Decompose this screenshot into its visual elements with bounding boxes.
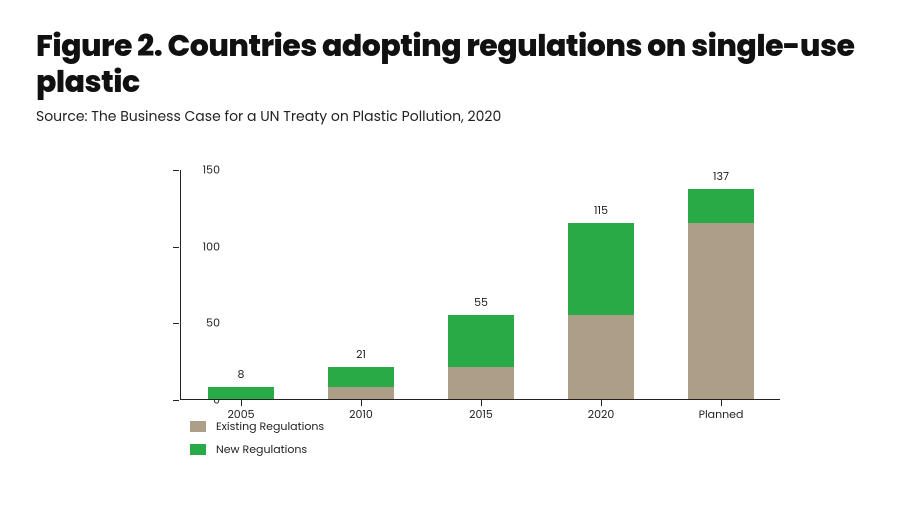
chart-subtitle: Source: The Business Case for a UN Treat… — [36, 106, 870, 127]
bar-group: 8 — [208, 387, 274, 399]
chart-title: Figure 2. Countries adopting regulations… — [36, 28, 870, 100]
plot-area: 050100150200582010212015552020115Planned… — [180, 170, 780, 400]
legend-item-new: New Regulations — [190, 441, 324, 458]
chart-container: 050100150200582010212015552020115Planned… — [130, 160, 790, 450]
bar-total-label: 21 — [356, 346, 366, 363]
y-tick — [173, 400, 179, 401]
y-tick-label: 50 — [180, 315, 220, 332]
bar-group: 137 — [688, 189, 754, 399]
y-tick — [173, 247, 179, 248]
y-tick-label: 100 — [180, 238, 220, 255]
y-tick-label: 150 — [180, 162, 220, 179]
legend-label-new: New Regulations — [216, 441, 307, 458]
bar-group: 55 — [448, 315, 514, 399]
legend-label-existing: Existing Regulations — [216, 418, 324, 435]
legend: Existing Regulations New Regulations — [190, 418, 324, 464]
bar-total-label: 55 — [474, 294, 488, 311]
bar-segment-new — [448, 315, 514, 367]
bar-segment-existing — [328, 387, 394, 399]
bar-segment-existing — [448, 367, 514, 399]
bar-segment-new — [568, 223, 634, 315]
bar-total-label: 115 — [594, 202, 608, 219]
x-tick-label: 2020 — [588, 406, 614, 423]
bar-total-label: 8 — [238, 366, 245, 383]
x-tick-label: Planned — [699, 406, 744, 423]
bar-group: 21 — [328, 367, 394, 399]
bar-segment-new — [208, 387, 274, 399]
bar-segment-existing — [568, 315, 634, 399]
legend-item-existing: Existing Regulations — [190, 418, 324, 435]
legend-swatch-new — [190, 444, 206, 455]
bar-group: 115 — [568, 223, 634, 399]
x-tick-label: 2015 — [469, 406, 493, 423]
legend-swatch-existing — [190, 421, 206, 432]
bar-segment-new — [688, 189, 754, 223]
bar-total-label: 137 — [713, 168, 729, 185]
bar-segment-existing — [688, 223, 754, 399]
y-tick — [173, 323, 179, 324]
y-tick — [173, 170, 179, 171]
bar-segment-new — [328, 367, 394, 387]
x-tick-label: 2010 — [349, 406, 373, 423]
